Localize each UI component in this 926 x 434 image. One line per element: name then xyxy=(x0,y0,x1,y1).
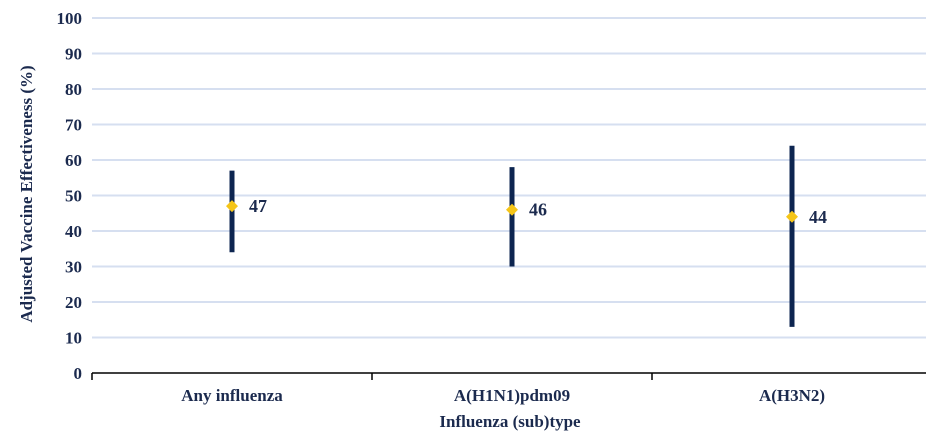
data-label-3: 44 xyxy=(809,207,827,227)
y-tick-label-30: 30 xyxy=(65,258,82,277)
grid-lines xyxy=(92,17,926,339)
data-label-1: 47 xyxy=(249,196,267,216)
point-marker-3 xyxy=(786,210,798,223)
x-category-label-2: A(H1N1)pdm09 xyxy=(454,386,570,405)
x-category-label-1: Any influenza xyxy=(181,386,283,405)
y-tick-label-10: 10 xyxy=(65,329,82,348)
point-marker-1 xyxy=(226,200,238,213)
y-tick-labels: 0 10 20 30 40 50 60 70 80 90 100 xyxy=(57,9,83,383)
y-tick-label-40: 40 xyxy=(65,222,82,241)
data-label-2: 46 xyxy=(529,200,547,220)
error-bars xyxy=(229,145,795,327)
y-axis-title: Adjusted Vaccine Effectiveness (%) xyxy=(17,65,36,322)
y-tick-label-90: 90 xyxy=(65,45,82,64)
point-marker-2 xyxy=(506,203,518,216)
y-tick-label-0: 0 xyxy=(74,364,83,383)
y-tick-label-70: 70 xyxy=(65,116,82,135)
x-axis xyxy=(91,372,926,380)
point-markers xyxy=(226,200,798,223)
x-axis-title: Influenza (sub)type xyxy=(439,412,581,431)
data-labels: 47 46 44 xyxy=(249,196,827,227)
y-tick-label-80: 80 xyxy=(65,80,82,99)
x-category-label-3: A(H3N2) xyxy=(759,386,825,405)
y-tick-label-50: 50 xyxy=(65,187,82,206)
y-tick-label-20: 20 xyxy=(65,293,82,312)
y-tick-label-60: 60 xyxy=(65,151,82,170)
x-category-labels: Any influenza A(H1N1)pdm09 A(H3N2) xyxy=(181,386,825,405)
y-tick-label-100: 100 xyxy=(57,9,83,28)
